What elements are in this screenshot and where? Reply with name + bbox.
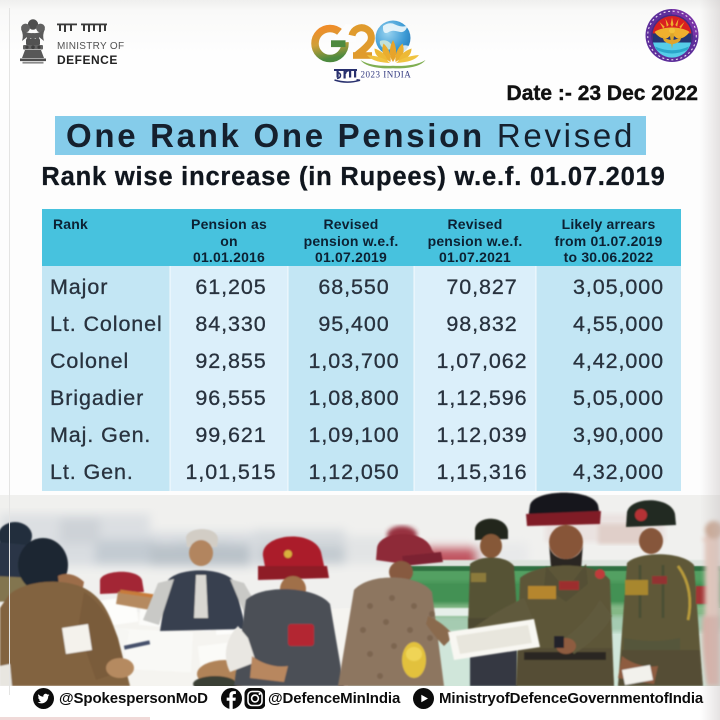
svg-text:2023 INDIA: 2023 INDIA: [361, 70, 412, 80]
